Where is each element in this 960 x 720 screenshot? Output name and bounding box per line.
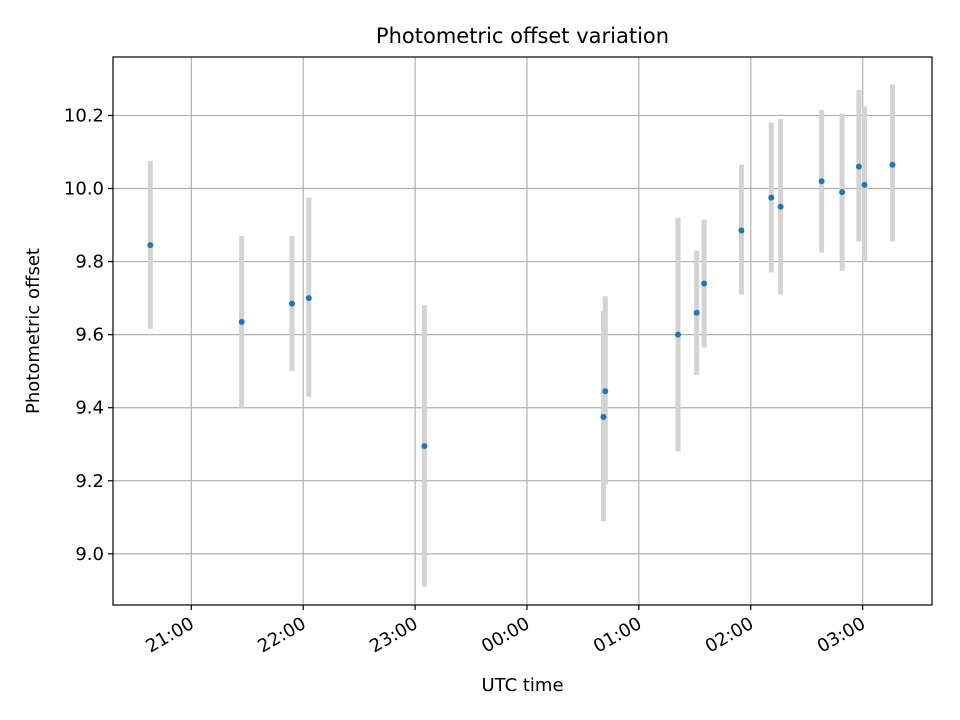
data-point	[777, 203, 784, 210]
x-tick-label: 23:00	[366, 613, 421, 657]
data-point	[289, 300, 296, 307]
y-tick-label: 9.0	[75, 544, 104, 565]
data-point	[421, 443, 428, 450]
data-point	[675, 331, 682, 338]
x-tick-label: 00:00	[478, 613, 533, 657]
x-axis: 21:00 22:00 23:00 00:00 01:00 02:00 03:00	[142, 605, 869, 657]
x-tick-label: 03:00	[814, 613, 869, 657]
y-tick-label: 9.6	[75, 325, 104, 346]
y-axis: 9.0 9.2 9.4 9.6 9.8 10.0 10.2	[64, 105, 113, 565]
data-point	[818, 178, 825, 185]
grid	[113, 57, 932, 605]
data-point	[855, 163, 862, 170]
x-tick-label: 22:00	[254, 613, 309, 657]
data-point	[600, 413, 607, 420]
data-point	[238, 318, 245, 325]
data-points	[147, 161, 896, 450]
x-tick-label: 01:00	[590, 613, 645, 657]
y-axis-title: Photometric offset	[23, 248, 44, 414]
error-bars	[147, 84, 895, 587]
data-point	[701, 280, 708, 287]
data-point	[305, 295, 312, 302]
data-point	[839, 189, 846, 196]
data-point	[602, 388, 609, 395]
data-point	[147, 242, 154, 249]
x-tick-label: 02:00	[702, 613, 757, 657]
chart-title: Photometric offset variation	[376, 24, 669, 48]
data-point	[861, 181, 868, 188]
data-point	[693, 309, 700, 316]
x-tick-label: 21:00	[142, 613, 197, 657]
plot-frame	[112, 56, 933, 606]
data-point	[738, 227, 745, 234]
y-tick-label: 10.2	[64, 105, 104, 126]
data-point	[889, 161, 896, 168]
y-tick-label: 9.2	[75, 471, 104, 492]
data-point	[768, 194, 775, 201]
x-axis-title: UTC time	[481, 675, 563, 696]
y-tick-label: 10.0	[64, 179, 104, 200]
y-tick-label: 9.8	[75, 252, 104, 273]
y-tick-label: 9.4	[75, 398, 104, 419]
